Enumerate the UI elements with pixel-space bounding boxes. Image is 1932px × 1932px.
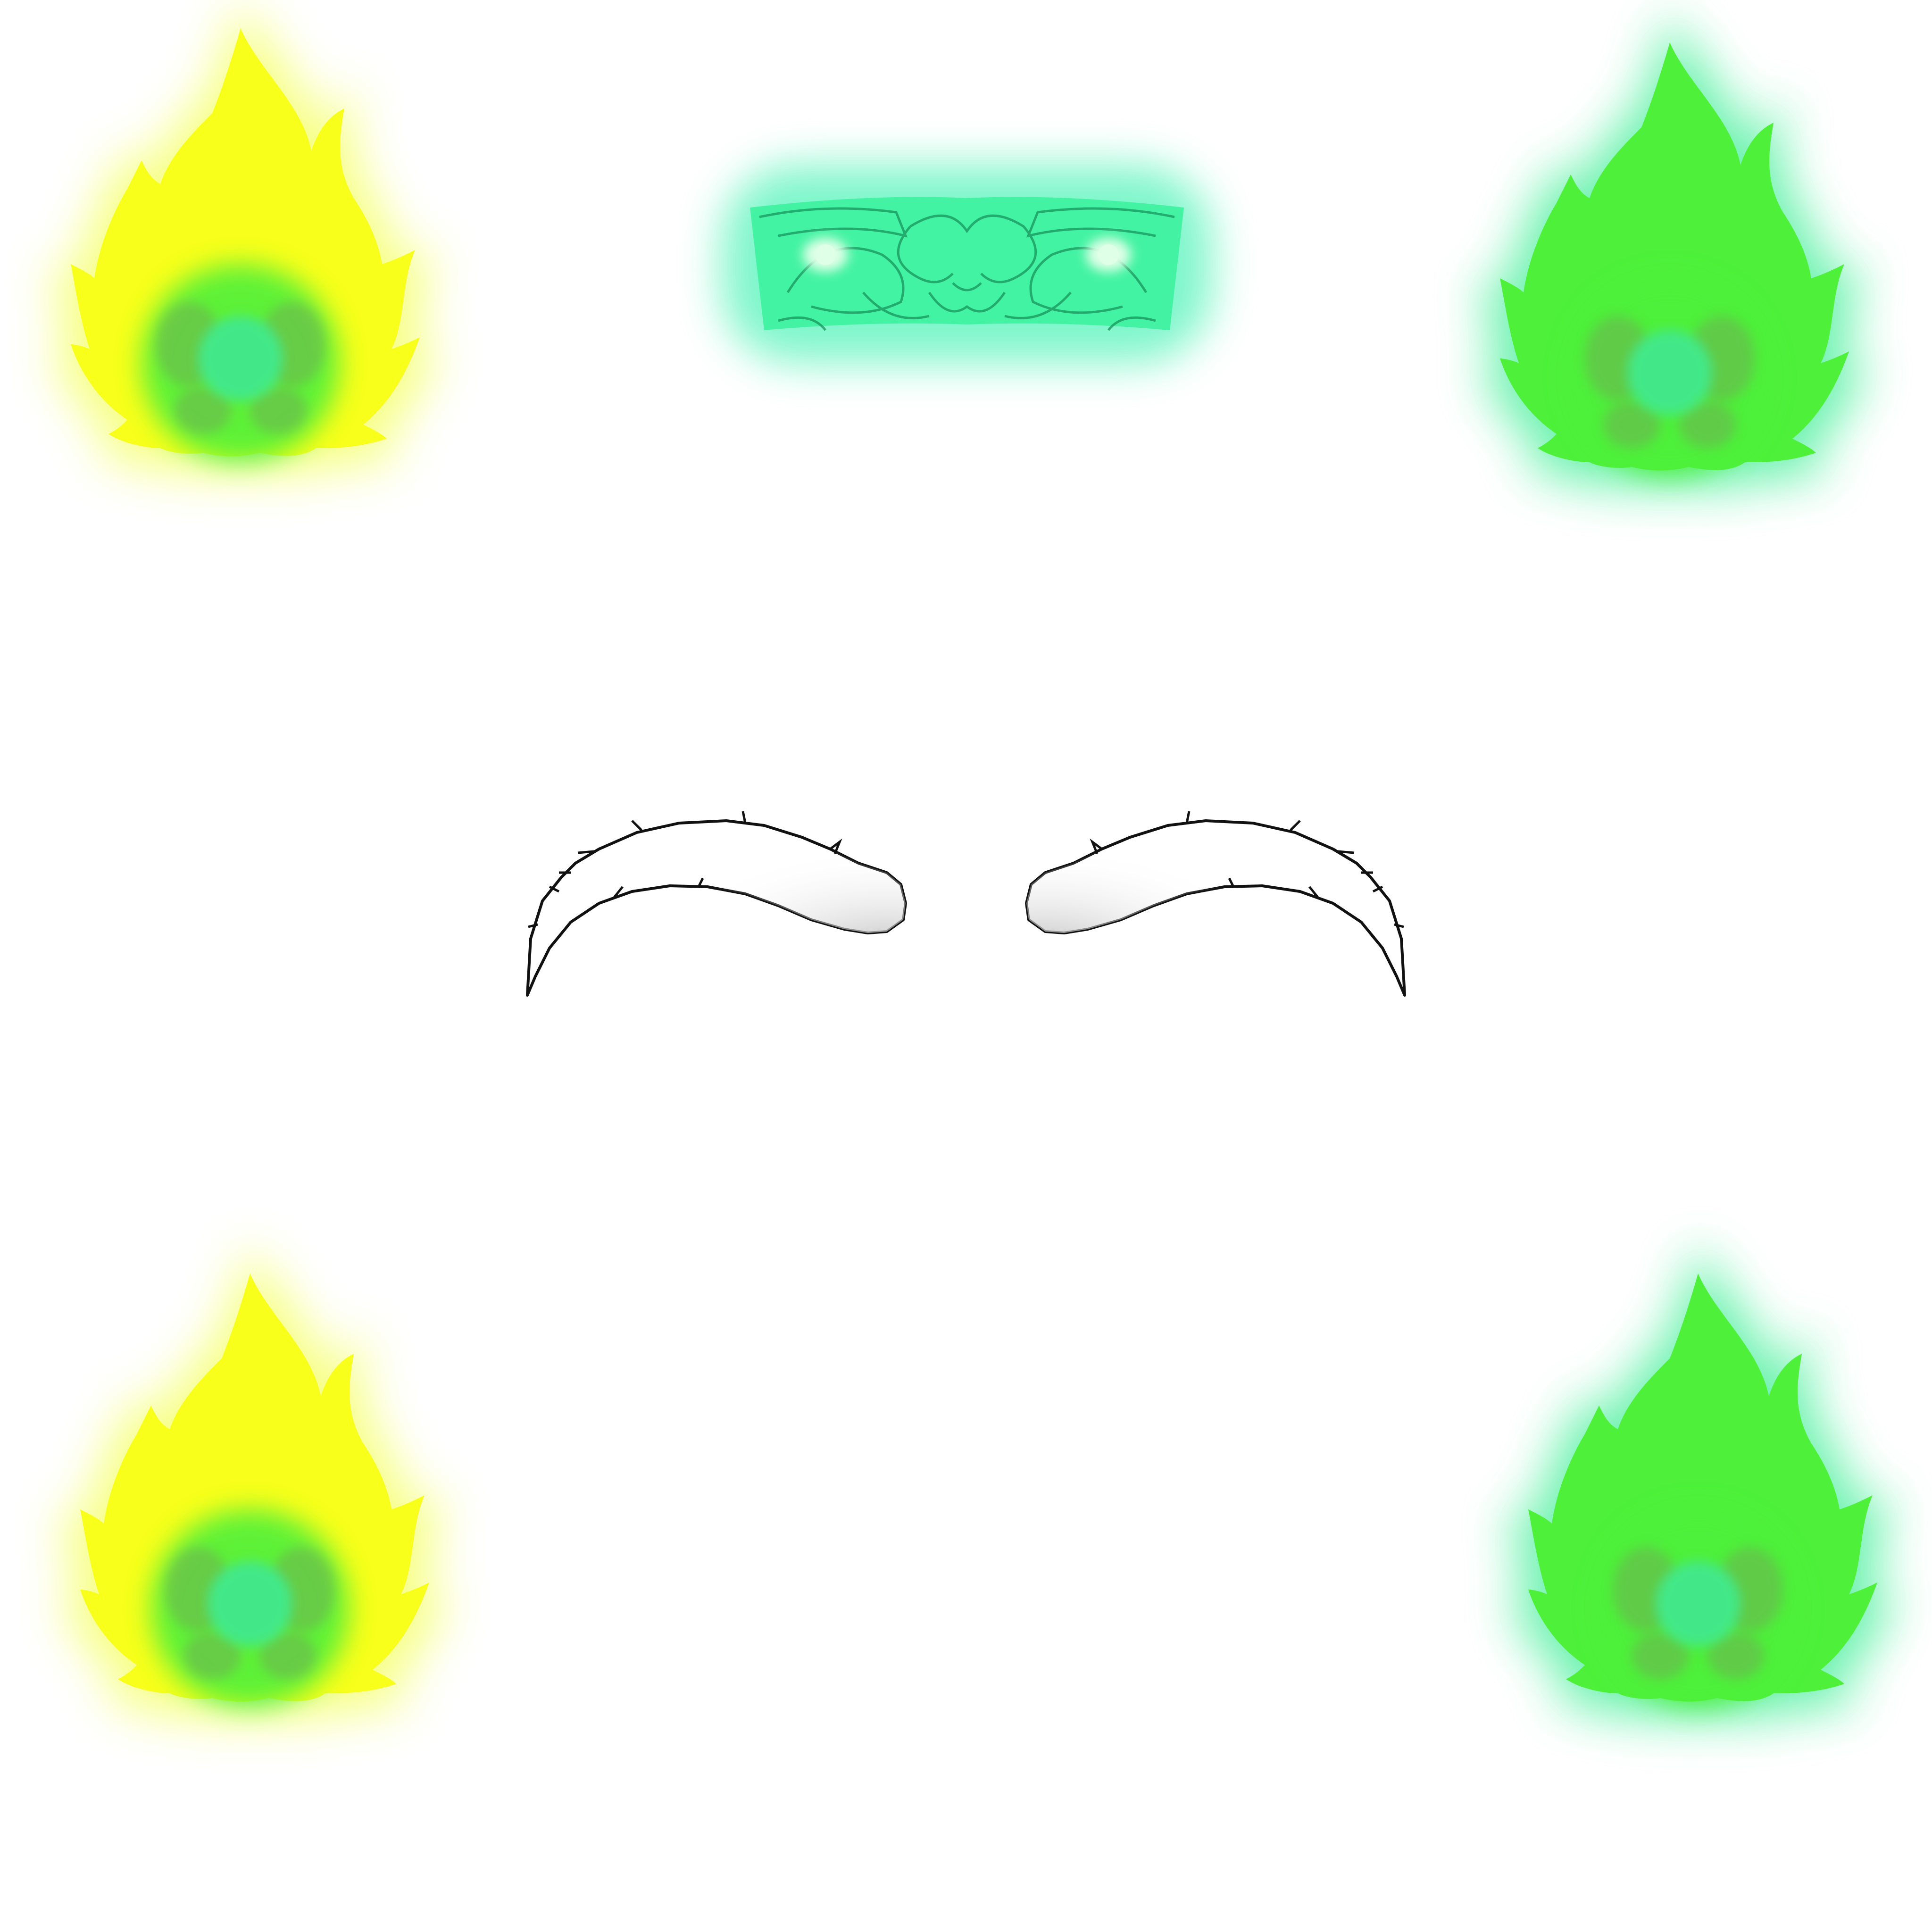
green-flame-orb-icon	[1479, 10, 1871, 491]
orb-shadow	[1679, 401, 1736, 448]
orb-shadow	[259, 1632, 316, 1679]
right-eyebrow-icon	[1025, 811, 1406, 997]
glowing-mask-icon	[722, 165, 1212, 363]
orb-core	[208, 1561, 292, 1646]
orb-shadow	[1604, 401, 1660, 448]
orb-shadow	[1707, 1632, 1764, 1679]
orb-core	[198, 316, 283, 401]
orb-shadow	[250, 387, 307, 434]
orb-shadow	[175, 387, 231, 434]
orb-core	[1656, 1561, 1740, 1646]
orb-shadow	[184, 1632, 241, 1679]
left-eyebrow-icon	[526, 811, 907, 997]
orb-core	[1627, 330, 1712, 415]
green-flame-orb-icon	[1507, 1241, 1899, 1722]
orb-shadow	[1632, 1632, 1689, 1679]
yellow-flame-orb-icon	[59, 1241, 451, 1722]
yellow-flame-orb-icon	[50, 0, 441, 476]
